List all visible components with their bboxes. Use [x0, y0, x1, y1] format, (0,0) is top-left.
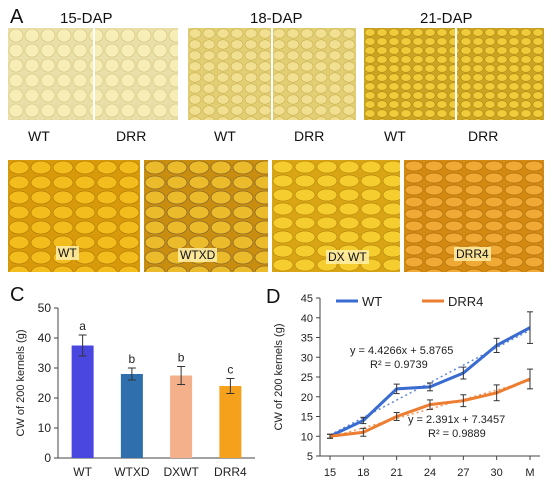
y-tick-label: 10	[38, 421, 52, 435]
bar-dxwt	[170, 375, 193, 458]
y-tick-label: 30	[301, 352, 313, 364]
photo-a-18dap	[188, 28, 356, 120]
y-tick-label: 50	[38, 301, 52, 315]
panel-a-stage-1: 15-DAP	[60, 10, 113, 27]
y-tick-label: 20	[301, 392, 313, 404]
x-tick-label: DRR4	[214, 465, 247, 479]
x-tick-label: WT	[73, 465, 92, 479]
photo-b-label-dxwt: DX WT	[326, 250, 369, 264]
panel-a-label-drr-21: DRR	[468, 128, 499, 144]
x-tick-label: 30	[491, 467, 503, 479]
x-tick-label: 27	[457, 467, 469, 479]
y-tick-label: 25	[301, 372, 313, 384]
panel-a-label-wt-15: WT	[28, 128, 50, 144]
panel-a-label-drr-15: DRR	[116, 128, 147, 144]
bar-wt	[71, 345, 94, 458]
line-chart-cw: 5 10 15 20 25 30 35 40 45 CW of 200 kernels (g) 15…	[273, 293, 540, 479]
panel-c-letter: C	[10, 284, 25, 306]
panel-a-label-wt-18: WT	[214, 128, 236, 144]
y-tick-label: 0	[44, 451, 51, 465]
x-tick-label: 18	[357, 467, 369, 479]
photo-a-21dap	[364, 28, 544, 120]
x-tick-label: 24	[424, 467, 436, 479]
x-tick-label: WTXD	[114, 465, 150, 479]
photo-b-label-wt: WT	[56, 246, 79, 260]
x-tick-label: 21	[391, 467, 403, 479]
panel-a-stage-3: 21-DAP	[420, 10, 473, 27]
drr-r-squared: R² = 0.9889	[428, 428, 486, 440]
y-tick-label: 15	[301, 412, 313, 424]
panel-d-letter: D	[266, 286, 281, 308]
panel-a-letter: A	[10, 6, 24, 28]
photo-a-15dap	[8, 28, 178, 120]
y-tick-label: 10	[301, 431, 313, 443]
y-tick-label: 45	[301, 293, 313, 305]
x-tick-label: 15	[324, 467, 336, 479]
panel-a-label-drr-18: DRR	[294, 128, 325, 144]
significance-letter: b	[178, 351, 185, 365]
legend-label-wt: WT	[362, 294, 382, 309]
y-tick-label: 40	[38, 331, 52, 345]
wt-r-squared: R² = 0.9739	[370, 359, 428, 371]
y-axis-label: CW of 200 kernels (g)	[273, 324, 285, 431]
significance-letter: a	[79, 319, 86, 333]
photo-b-label-drr4: DRR4	[454, 247, 491, 261]
drr-equation: y = 2.391x + 7.3457	[408, 414, 505, 426]
legend-label-drr4: DRR4	[448, 294, 483, 309]
x-tick-label: M	[525, 467, 534, 479]
y-axis-label: CW of 200 kernels (g)	[15, 330, 27, 437]
significance-letter: b	[129, 352, 136, 366]
bar-wtxd	[120, 374, 143, 458]
photo-b-label-wtxd: WTXD	[178, 248, 218, 262]
bar-drr4	[219, 386, 242, 458]
wt-equation: y = 4.4266x + 5.8765	[350, 345, 453, 357]
significance-letter: c	[227, 363, 233, 377]
x-tick-label: DXWT	[163, 465, 199, 479]
y-tick-label: 30	[38, 361, 52, 375]
panel-a-stage-2: 18-DAP	[250, 10, 303, 27]
y-tick-label: 20	[38, 391, 52, 405]
bar-chart-cw: 0 10 20 30 40 50 CW of 200 kernels (g) a WT b WTXD…	[15, 301, 255, 479]
y-tick-label: 40	[301, 313, 313, 325]
y-tick-label: 35	[301, 333, 313, 345]
y-tick-label: 5	[307, 451, 313, 463]
panel-a-label-wt-21: WT	[384, 128, 406, 144]
